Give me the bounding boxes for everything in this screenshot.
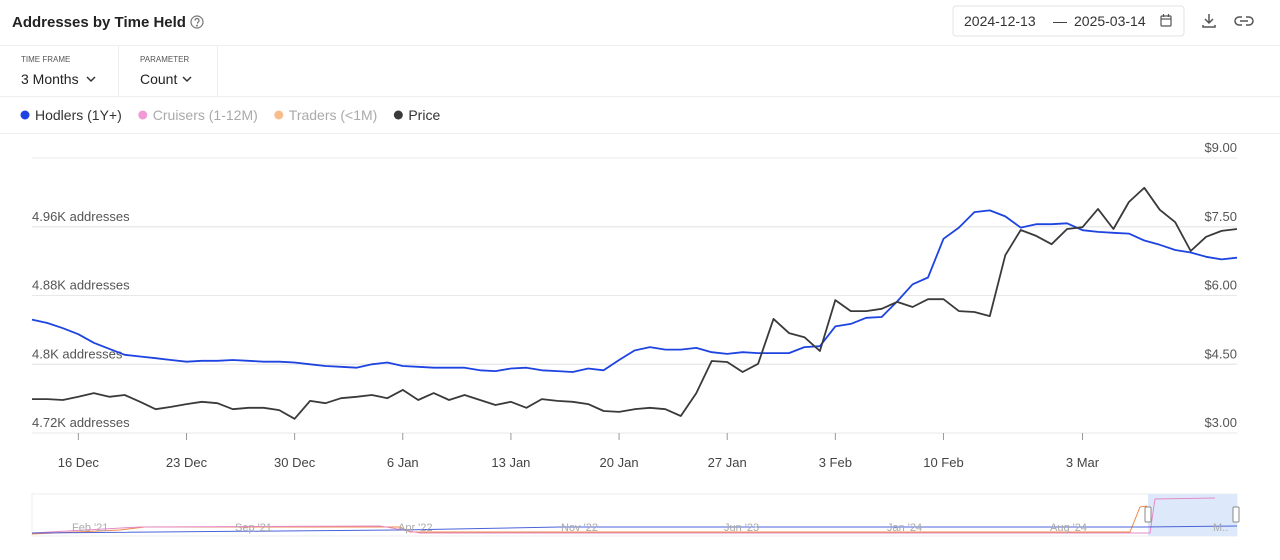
navigator-label: Apr '22 bbox=[398, 522, 433, 534]
y2-tick-label: $3.00 bbox=[1204, 415, 1237, 430]
x-tick-label: 3 Mar bbox=[1066, 455, 1100, 470]
x-tick-label: 6 Jan bbox=[387, 455, 419, 470]
x-tick-label: 13 Jan bbox=[491, 455, 530, 470]
y2-tick-label: $7.50 bbox=[1204, 209, 1237, 224]
navigator[interactable] bbox=[31, 493, 1240, 537]
chevron[interactable] bbox=[86, 76, 96, 83]
link-icon[interactable] bbox=[1234, 16, 1254, 26]
chevron[interactable] bbox=[182, 76, 192, 83]
y2-tick-label: $4.50 bbox=[1204, 346, 1237, 361]
calendar-icon[interactable] bbox=[1160, 14, 1172, 27]
x-tick-label: 3 Feb bbox=[819, 455, 852, 470]
navigator-label: Nov '22 bbox=[561, 522, 598, 534]
navigator-label: Jan '24 bbox=[887, 522, 922, 534]
download-icon[interactable] bbox=[1202, 14, 1216, 28]
y-tick-label: 4.72K addresses bbox=[32, 415, 130, 430]
legend-swatch bbox=[20, 110, 30, 120]
control-value[interactable]: 3 Months bbox=[21, 71, 79, 87]
x-tick-label: 20 Jan bbox=[600, 455, 639, 470]
y-tick-label: 4.96K addresses bbox=[32, 209, 130, 224]
navigator-label: M.. bbox=[1213, 522, 1228, 534]
x-tick-label: 10 Feb bbox=[923, 455, 963, 470]
x-tick-label: 27 Jan bbox=[708, 455, 747, 470]
date-range[interactable] bbox=[952, 5, 1185, 37]
series-line bbox=[31, 209, 1238, 373]
y2-tick-label: $6.00 bbox=[1204, 278, 1237, 293]
y-tick-label: 4.88K addresses bbox=[32, 278, 130, 293]
control-value[interactable]: Count bbox=[140, 71, 177, 87]
navigator-label: Jun '23 bbox=[724, 522, 759, 534]
legend-entry[interactable]: Price bbox=[408, 107, 440, 123]
legend-swatch bbox=[393, 110, 403, 120]
date-from[interactable]: 2024-12-13 bbox=[964, 13, 1036, 29]
series-line bbox=[32, 186, 1238, 420]
navigator-label: Feb '21 bbox=[72, 522, 108, 534]
date-separator: — bbox=[1053, 13, 1067, 29]
navigator-label: Sep '21 bbox=[235, 522, 272, 534]
y-tick-label: 4.8K addresses bbox=[32, 346, 123, 361]
help-icon[interactable] bbox=[190, 15, 204, 29]
x-tick-label: 30 Dec bbox=[274, 455, 316, 470]
x-tick-label: 23 Dec bbox=[166, 455, 208, 470]
legend-entry[interactable]: Hodlers (1Y+) bbox=[35, 107, 122, 123]
legend-swatch bbox=[274, 110, 284, 120]
legend-entry[interactable]: Traders (<1M) bbox=[289, 107, 378, 123]
date-to[interactable]: 2025-03-14 bbox=[1074, 13, 1146, 29]
navigator-label: Aug '24 bbox=[1050, 522, 1087, 534]
legend-swatch bbox=[138, 110, 148, 120]
y2-tick-label: $9.00 bbox=[1204, 140, 1237, 155]
x-tick-label: 16 Dec bbox=[58, 455, 100, 470]
title: Addresses by Time Held bbox=[12, 14, 186, 31]
control-label: TIME FRAME bbox=[21, 55, 70, 64]
control-label: PARAMETER bbox=[140, 55, 189, 64]
legend-entry[interactable]: Cruisers (1-12M) bbox=[153, 107, 258, 123]
